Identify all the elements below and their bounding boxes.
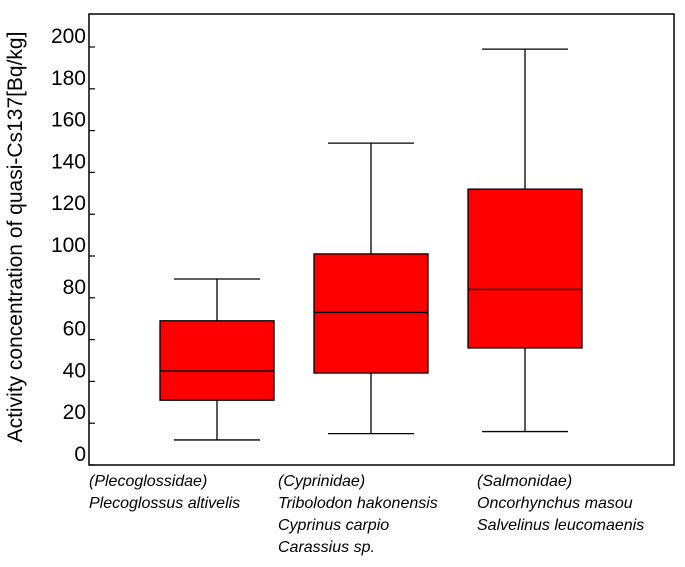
y-tick-label: 80 xyxy=(63,276,86,299)
y-tick-label: 100 xyxy=(51,234,86,257)
y-tick-label: 60 xyxy=(63,318,86,341)
box-1 xyxy=(159,278,275,441)
iqr-box xyxy=(467,188,583,349)
category-family-label: (Cyprinidae) xyxy=(278,473,365,490)
plot-frame xyxy=(88,13,675,466)
category-family-label: (Salmonidae) xyxy=(477,473,572,490)
category-species-label: Salvelinus leucomaenis xyxy=(477,517,644,534)
y-axis: 0 20 40 60 80 100 120 140 160 180 200 xyxy=(51,25,95,466)
y-tick-label: 0 xyxy=(74,443,86,466)
y-axis-title: Activity concentration of quasi-Cs137[Bq… xyxy=(4,32,27,443)
y-tick-label: 140 xyxy=(51,150,86,173)
category-species-label: Cyprinus carpio xyxy=(278,517,389,534)
iqr-box xyxy=(159,320,275,401)
category-species-label: Tribolodon hakonensis xyxy=(278,495,438,512)
x-axis-labels: (Plecoglossidae) Plecoglossus altivelis (C… xyxy=(89,473,644,556)
y-tick-label: 40 xyxy=(63,359,86,382)
boxes xyxy=(159,48,583,441)
y-tick-label: 180 xyxy=(51,67,86,90)
y-tick-label: 120 xyxy=(51,192,86,215)
box-2 xyxy=(313,142,429,435)
y-tick-label: 20 xyxy=(63,401,86,424)
y-tick-label: 160 xyxy=(51,109,86,132)
category-family-label: (Plecoglossidae) xyxy=(89,473,207,490)
category-species-label: Oncorhynchus masou xyxy=(477,495,633,512)
y-tick-label: 200 xyxy=(51,25,86,48)
iqr-box xyxy=(313,253,429,374)
category-species-label: Plecoglossus altivelis xyxy=(89,495,240,512)
box-3 xyxy=(467,48,583,433)
category-species-label: Carassius sp. xyxy=(278,539,375,556)
